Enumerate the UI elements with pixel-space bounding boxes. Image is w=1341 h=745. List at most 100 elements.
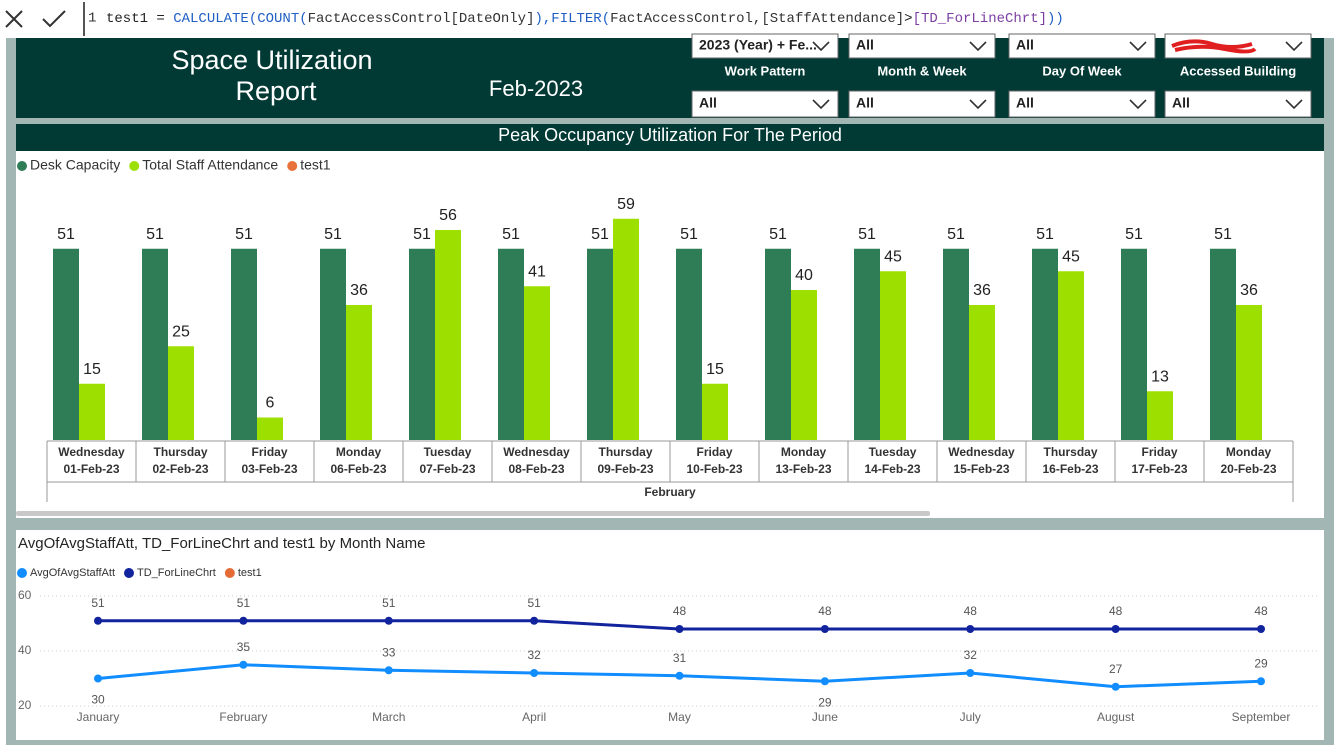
bar xyxy=(231,248,257,440)
data-label: 48 xyxy=(673,604,687,618)
chevron xyxy=(1129,99,1147,110)
group-label: February xyxy=(644,485,696,499)
data-label: 15 xyxy=(706,361,724,378)
dropdown[interactable] xyxy=(848,33,996,59)
redaction xyxy=(1171,39,1257,54)
data-label: 51 xyxy=(413,226,431,243)
data-label: 51 xyxy=(235,226,253,243)
bar xyxy=(53,248,79,440)
bar xyxy=(587,248,613,440)
point xyxy=(1111,625,1120,633)
formula-token: FILTER( xyxy=(551,11,610,27)
cancel-icon[interactable] xyxy=(5,10,23,28)
line-panel xyxy=(16,530,1324,740)
data-label: 27 xyxy=(1109,662,1123,676)
x-tick-label: Tuesday xyxy=(424,445,472,459)
x-tick-label: Wednesday xyxy=(948,445,1015,459)
x-tick-label: 06-Feb-23 xyxy=(330,462,386,476)
data-label: 48 xyxy=(1254,604,1268,618)
scrollbar[interactable] xyxy=(16,511,930,516)
bar xyxy=(969,305,995,440)
bar xyxy=(524,286,550,440)
point xyxy=(94,616,102,625)
bar-title-bar xyxy=(16,124,1324,151)
point xyxy=(675,625,684,633)
x-tick-label: Friday xyxy=(696,445,732,459)
x-tick-label: February xyxy=(219,710,267,724)
point xyxy=(966,625,975,633)
formula-token: ), xyxy=(534,11,551,27)
bar xyxy=(702,383,728,440)
data-label: 48 xyxy=(818,604,832,618)
point xyxy=(1111,682,1120,691)
formula[interactable]: test1 = CALCULATE(COUNT(FactAccessContro… xyxy=(106,11,1064,27)
point xyxy=(94,674,102,683)
dropdown[interactable] xyxy=(691,90,839,118)
bar xyxy=(498,248,524,440)
dropdown[interactable] xyxy=(1008,33,1156,59)
x-tick-label: Thursday xyxy=(153,445,207,459)
formula-token: > xyxy=(904,11,912,27)
legend-label: Total Staff Attendance xyxy=(142,157,278,173)
data-label: 32 xyxy=(527,648,541,662)
dropdown[interactable] xyxy=(691,33,839,59)
x-tick-label: Thursday xyxy=(1043,445,1097,459)
legend-label: AvgOfAvgStaffAtt xyxy=(30,567,115,579)
data-label: 36 xyxy=(1240,282,1258,299)
x-tick-label: August xyxy=(1097,710,1135,724)
data-label: 36 xyxy=(973,282,991,299)
data-label: 45 xyxy=(1062,248,1080,265)
bar xyxy=(1147,391,1173,440)
dropdown-value: All xyxy=(1016,37,1034,53)
x-tick-label: 08-Feb-23 xyxy=(508,462,564,476)
bar xyxy=(346,305,372,440)
data-label: 13 xyxy=(1151,368,1169,385)
bar xyxy=(257,417,283,440)
point xyxy=(1257,625,1265,633)
x-tick-label: Wednesday xyxy=(58,445,125,459)
slicer-label: Accessed Building xyxy=(1180,63,1296,78)
bar xyxy=(168,346,194,440)
data-label: 56 xyxy=(439,207,457,224)
x-tick-label: 14-Feb-23 xyxy=(864,462,920,476)
chevron xyxy=(969,99,987,110)
bar xyxy=(142,248,168,440)
point xyxy=(239,616,248,625)
point xyxy=(675,671,684,680)
x-tick-label: 02-Feb-23 xyxy=(152,462,208,476)
bar xyxy=(320,248,346,440)
bar xyxy=(1032,248,1058,440)
data-label: 51 xyxy=(57,226,75,243)
data-label: 30 xyxy=(91,693,105,707)
bar xyxy=(409,248,435,440)
x-tick-label: 15-Feb-23 xyxy=(953,462,1009,476)
x-tick-label: 03-Feb-23 xyxy=(241,462,297,476)
point xyxy=(530,669,539,677)
x-tick-label: Friday xyxy=(1141,445,1177,459)
formula-token: )) xyxy=(1047,11,1064,27)
y-tick-label: 20 xyxy=(18,698,32,712)
y-tick-label: 60 xyxy=(18,588,32,602)
data-label: 51 xyxy=(324,226,342,243)
report-title: Report xyxy=(235,76,317,106)
point xyxy=(530,616,539,625)
data-label: 51 xyxy=(1214,226,1232,243)
x-tick-label: Wednesday xyxy=(503,445,570,459)
chart-title: Peak Occupancy Utilization For The Perio… xyxy=(498,125,842,145)
legend-label: Desk Capacity xyxy=(30,157,120,173)
chevron xyxy=(969,41,987,52)
x-tick-label: 07-Feb-23 xyxy=(419,462,475,476)
x-tick-label: July xyxy=(960,710,981,724)
data-label: 51 xyxy=(769,226,787,243)
x-tick-label: Thursday xyxy=(598,445,652,459)
data-label: 45 xyxy=(884,248,902,265)
dropdown[interactable] xyxy=(1008,90,1156,118)
dropdown[interactable] xyxy=(1164,90,1312,118)
data-label: 35 xyxy=(237,640,251,654)
point xyxy=(966,669,975,677)
commit-icon[interactable] xyxy=(42,10,66,28)
dropdown[interactable] xyxy=(848,90,996,118)
data-label: 29 xyxy=(1254,656,1268,670)
x-tick-label: Monday xyxy=(1226,445,1272,459)
point xyxy=(239,660,248,669)
